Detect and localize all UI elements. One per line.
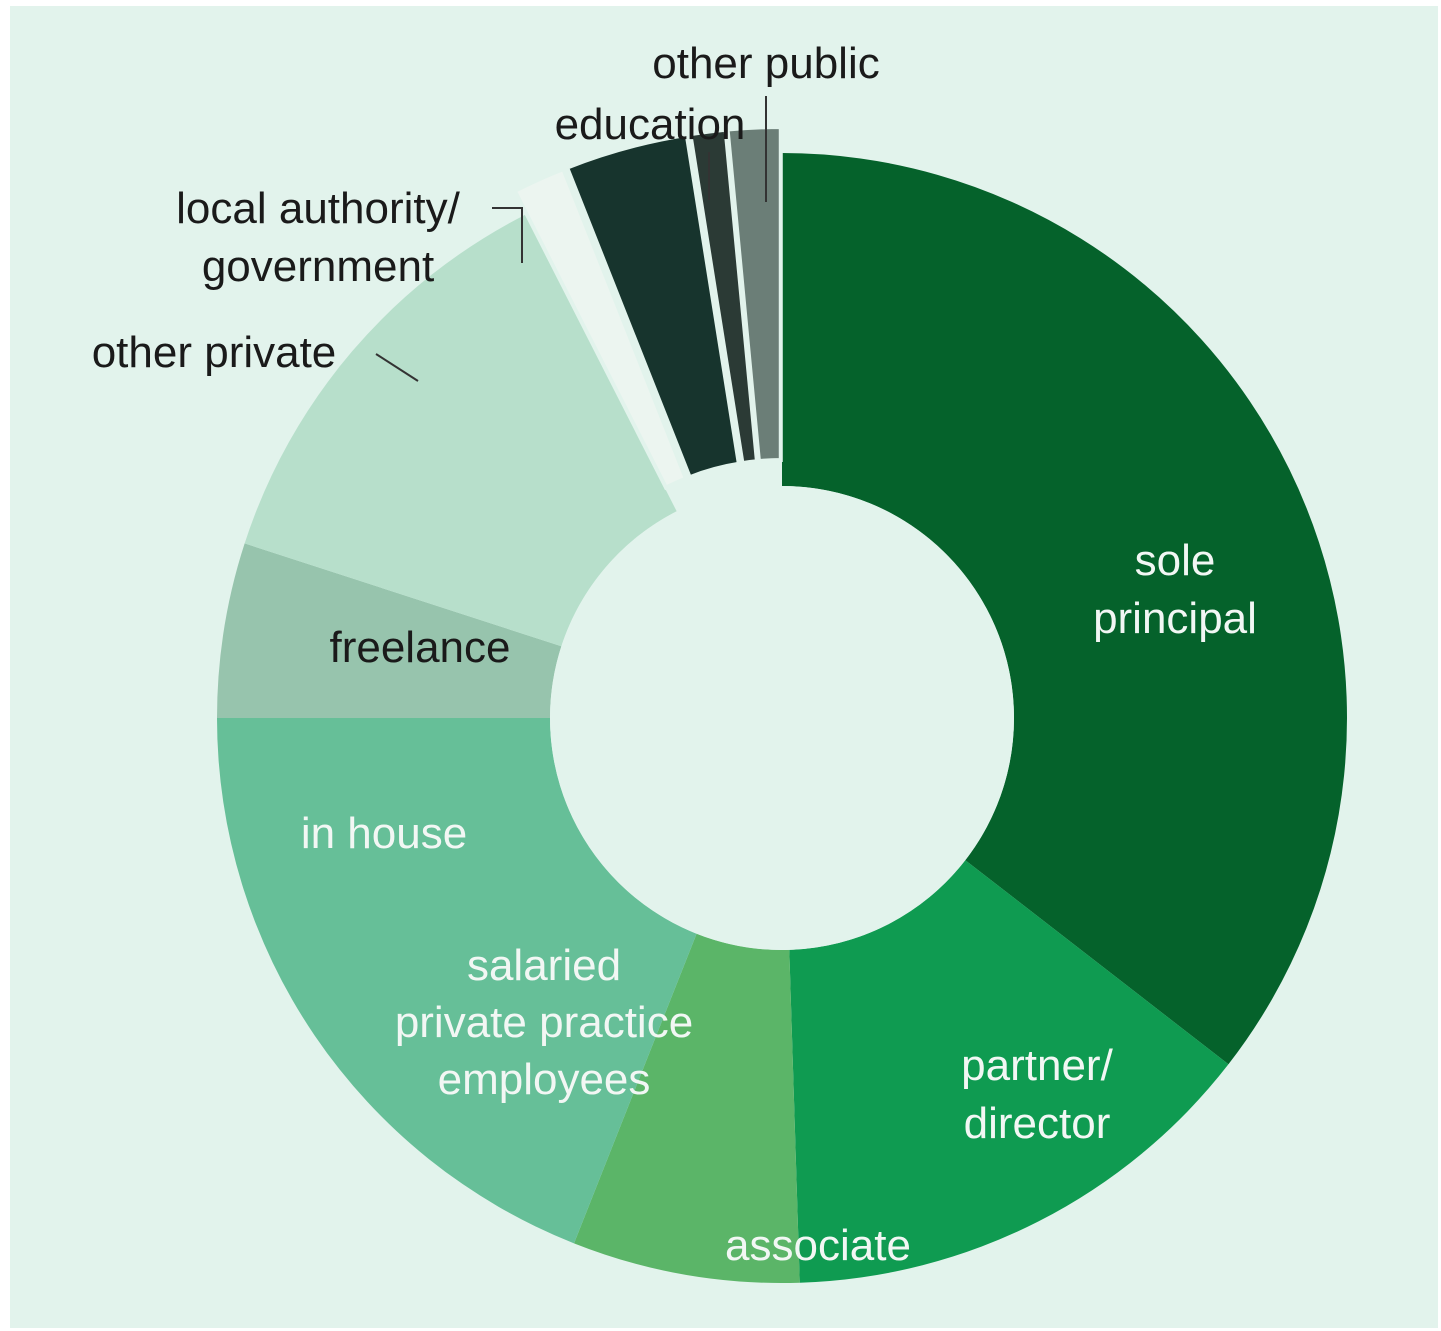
label-line: employees [438, 1055, 651, 1104]
label-line: director [964, 1099, 1111, 1148]
label-local-authority-government: local authority/government [176, 184, 460, 291]
label-other-public: other public [652, 39, 879, 88]
label-salaried-private-practice-employees: salaried private practice employees [395, 941, 693, 1104]
label-line: other public [652, 39, 879, 88]
slice-other-private [512, 166, 689, 491]
slice-sole-principal [782, 153, 1347, 1065]
slice-local-authority-government [564, 132, 742, 480]
label-line: other private [92, 328, 337, 377]
slice-in-house [217, 543, 562, 718]
label-line: associate [725, 1221, 911, 1270]
slice-other-public [725, 125, 783, 464]
label-other-private: other private [92, 328, 337, 377]
label-line: local authority/ [176, 184, 460, 233]
label-associate: associate [725, 1221, 911, 1270]
label-line: government [202, 242, 434, 291]
slices-layer [217, 125, 1347, 1283]
label-partner-director: partner/director [961, 1041, 1113, 1148]
label-line: partner/ [961, 1041, 1113, 1090]
labels-layer: sole principal partner/director associate sa… [92, 39, 1257, 1270]
label-freelance: freelance [329, 623, 510, 672]
leader-line-local-authority-government [492, 207, 523, 263]
label-line: education [555, 100, 746, 149]
donut-hole [550, 486, 1014, 950]
label-line: sole [1135, 536, 1216, 585]
slice-associate [574, 933, 800, 1283]
slice-partner-director [789, 860, 1229, 1283]
leader-lines-layer [375, 96, 767, 382]
label-sole-principal: sole principal [1093, 536, 1257, 643]
slice-education [688, 127, 760, 466]
slice-freelance [244, 214, 677, 647]
slice-salaried-private-practice-employees [217, 718, 697, 1244]
leader-line-other-private [375, 353, 419, 382]
label-line: freelance [329, 623, 510, 672]
label-in-house: in house [301, 809, 467, 858]
label-education: education [555, 100, 746, 149]
label-line: private practice [395, 998, 693, 1047]
label-line: salaried [467, 941, 621, 990]
label-line: principal [1093, 594, 1257, 643]
label-line: in house [301, 809, 467, 858]
